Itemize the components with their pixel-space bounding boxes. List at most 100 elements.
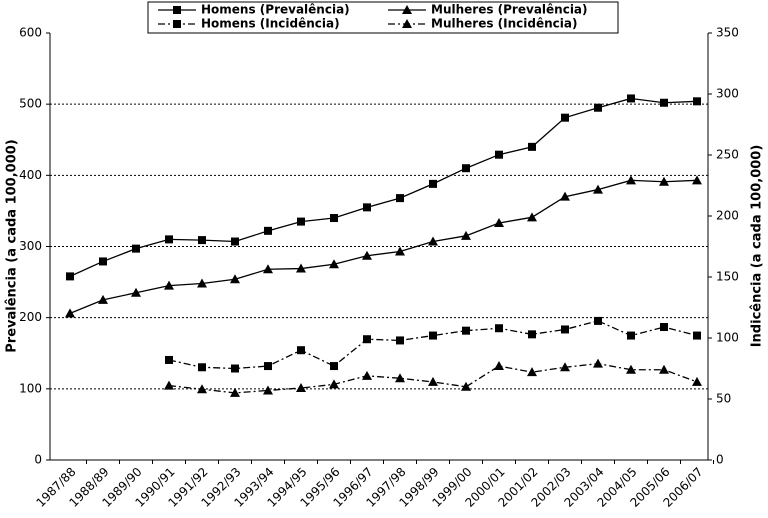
marker — [363, 203, 371, 212]
marker — [297, 346, 305, 355]
y-tick-label: 0 — [34, 453, 42, 467]
marker — [164, 280, 174, 290]
marker — [173, 20, 181, 28]
marker — [263, 385, 273, 395]
marker — [164, 380, 174, 390]
marker — [627, 94, 635, 103]
marker — [396, 336, 404, 345]
marker — [395, 246, 405, 256]
marker — [561, 325, 569, 334]
y-tick-label: 100 — [19, 381, 42, 395]
marker — [362, 370, 372, 380]
marker — [396, 194, 404, 203]
marker — [165, 235, 173, 244]
marker — [560, 191, 570, 201]
marker — [692, 376, 702, 386]
marker — [462, 164, 470, 173]
marker — [660, 98, 668, 107]
marker — [593, 358, 603, 368]
marker — [363, 335, 371, 344]
marker — [461, 230, 471, 240]
marker — [230, 387, 240, 397]
marker — [528, 142, 536, 151]
marker — [296, 383, 306, 393]
marker — [428, 376, 438, 386]
marker — [362, 250, 372, 260]
y2-tick-label: 50 — [716, 392, 731, 406]
marker — [198, 236, 206, 245]
marker — [660, 323, 668, 332]
y2-tick-label: 150 — [716, 270, 739, 284]
marker — [462, 326, 470, 335]
marker — [659, 364, 669, 374]
marker — [263, 264, 273, 274]
marker — [330, 214, 338, 223]
marker — [231, 364, 239, 373]
marker — [627, 331, 635, 340]
marker — [402, 19, 412, 28]
series-line — [69, 97, 698, 277]
y2-axis-label: Indicência (a cada 100,000) — [750, 145, 765, 348]
y2-tick-label: 300 — [716, 87, 739, 101]
y2-tick-label: 200 — [716, 209, 739, 223]
y-tick-label: 200 — [19, 310, 42, 324]
marker — [494, 218, 504, 228]
marker — [197, 384, 207, 394]
marker — [495, 150, 503, 159]
marker — [264, 226, 272, 235]
y-axis-label: Prevalência (a cada 100,000) — [5, 139, 20, 352]
marker — [395, 373, 405, 383]
marker — [527, 212, 537, 222]
y-tick-label: 600 — [19, 26, 42, 40]
marker — [264, 362, 272, 371]
marker — [197, 278, 207, 288]
marker — [330, 362, 338, 371]
marker — [99, 257, 107, 266]
marker — [428, 236, 438, 246]
y-tick-label: 500 — [19, 97, 42, 111]
marker — [626, 364, 636, 374]
marker — [429, 179, 437, 188]
legend-label: Homens (Prevalência) — [201, 3, 350, 17]
legend-label: Mulheres (Incidência) — [431, 17, 577, 31]
marker — [659, 176, 669, 186]
marker — [561, 113, 569, 122]
marker — [66, 272, 74, 281]
marker — [296, 263, 306, 273]
series-line — [69, 179, 698, 314]
marker — [560, 362, 570, 372]
marker — [132, 244, 140, 253]
y2-tick-label: 0 — [716, 453, 724, 467]
marker — [65, 308, 75, 318]
legend-label: Homens (Incidência) — [201, 17, 340, 31]
legend-label: Mulheres (Prevalência) — [431, 3, 588, 17]
y-tick-label: 400 — [19, 168, 42, 182]
y2-tick-label: 250 — [716, 148, 739, 162]
marker — [98, 294, 108, 304]
marker — [593, 184, 603, 194]
marker — [173, 6, 181, 14]
marker — [402, 5, 412, 14]
marker — [165, 355, 173, 364]
marker — [461, 381, 471, 391]
marker — [230, 274, 240, 284]
marker — [131, 287, 141, 297]
legend: Homens (Prevalência) Mulheres (Prevalênci… — [158, 3, 588, 31]
marker — [329, 259, 339, 269]
marker — [429, 331, 437, 340]
y2-tick-label: 350 — [716, 26, 739, 40]
marker — [594, 316, 602, 325]
marker — [495, 324, 503, 333]
marker — [297, 217, 305, 226]
marker — [494, 361, 504, 371]
marker — [198, 363, 206, 372]
marker — [693, 97, 701, 106]
y-tick-label: 300 — [19, 239, 42, 253]
legend-box — [147, 1, 619, 34]
marker — [692, 175, 702, 185]
marker — [626, 175, 636, 185]
marker — [528, 330, 536, 339]
series-line — [168, 320, 698, 370]
marker — [231, 237, 239, 246]
